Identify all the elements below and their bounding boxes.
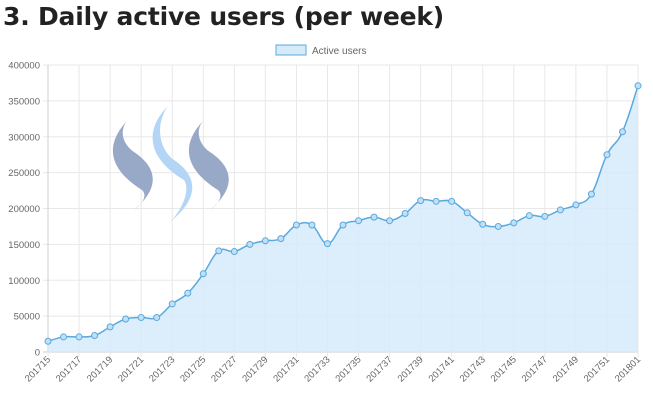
x-tick-label: 201739	[396, 354, 426, 384]
area-fill	[48, 85, 638, 353]
y-tick-label: 100000	[8, 276, 40, 287]
x-tick-label: 201737	[365, 354, 395, 384]
y-tick-label: 50000	[14, 312, 40, 323]
data-point	[510, 219, 518, 227]
data-point	[168, 300, 176, 308]
y-axis: 0 50000 100000 150000 200000 250000 300000 3500…	[8, 61, 40, 359]
x-tick-label: 201741	[427, 354, 457, 384]
data-point	[75, 333, 83, 341]
x-tick-label: 201723	[147, 354, 177, 384]
x-tick-label: 201731	[271, 354, 301, 384]
data-point	[153, 314, 161, 322]
data-point	[106, 323, 114, 331]
data-point	[60, 333, 68, 341]
data-point	[432, 197, 440, 205]
y-tick-label: 200000	[8, 204, 40, 215]
data-point	[417, 197, 425, 205]
x-tick-label: 201801	[613, 354, 643, 384]
x-tick-label: 201747	[520, 354, 550, 384]
legend: Active users	[275, 44, 366, 57]
data-point	[448, 197, 456, 205]
data-point	[308, 221, 316, 229]
y-tick-label: 150000	[8, 240, 40, 251]
x-tick-label: 201745	[489, 354, 519, 384]
data-point	[292, 221, 300, 229]
data-point	[463, 209, 471, 217]
y-tick-label: 300000	[8, 132, 40, 143]
steem-logo-right-wave	[188, 118, 229, 210]
legend-label: Active users	[312, 46, 366, 57]
data-point	[603, 151, 611, 159]
chart-series	[47, 85, 639, 353]
data-point	[618, 128, 626, 136]
chart-points	[44, 82, 642, 345]
data-point	[479, 220, 487, 228]
data-point	[494, 222, 502, 230]
data-point	[556, 206, 564, 214]
data-point	[199, 270, 207, 278]
data-point	[230, 248, 238, 256]
x-tick-label: 201729	[240, 354, 270, 384]
data-point	[386, 217, 394, 225]
data-point	[541, 212, 549, 220]
data-point	[339, 221, 347, 229]
y-tick-label: 0	[35, 348, 40, 359]
data-point	[634, 82, 642, 90]
data-point	[246, 240, 254, 248]
x-tick-label: 201727	[209, 354, 239, 384]
steem-logo-left-wave	[112, 118, 153, 210]
data-point	[184, 289, 192, 297]
x-tick-label: 201743	[458, 354, 488, 384]
data-point	[122, 315, 130, 323]
x-tick-label: 201719	[85, 354, 115, 384]
data-point	[261, 237, 269, 245]
steem-logo	[112, 106, 229, 222]
data-point	[323, 240, 331, 248]
legend-swatch	[275, 44, 307, 56]
x-tick-label: 201715	[23, 354, 53, 384]
y-tick-label: 250000	[8, 168, 40, 179]
x-axis: 201715 201717 201719 201721 201723 201725 2017…	[23, 354, 643, 384]
x-tick-label: 201749	[551, 354, 581, 384]
data-point	[370, 213, 378, 221]
data-point	[355, 217, 363, 225]
page-title: 3. Daily active users (per week)	[3, 2, 445, 31]
x-tick-label: 201725	[178, 354, 208, 384]
y-tick-label: 400000	[8, 61, 40, 72]
data-point	[91, 331, 99, 339]
x-tick-label: 201733	[302, 354, 332, 384]
data-point	[44, 337, 52, 345]
data-point	[137, 314, 145, 322]
data-point	[401, 210, 409, 218]
data-point	[215, 247, 223, 255]
data-point	[525, 212, 533, 220]
x-tick-label: 201717	[54, 354, 84, 384]
data-point	[277, 235, 285, 243]
steem-logo-middle-wave	[152, 106, 193, 222]
data-point	[572, 201, 580, 209]
x-tick-label: 201721	[116, 354, 146, 384]
y-tick-label: 350000	[8, 96, 40, 107]
x-tick-label: 201751	[582, 354, 612, 384]
data-point	[587, 190, 595, 198]
x-tick-label: 201735	[333, 354, 363, 384]
